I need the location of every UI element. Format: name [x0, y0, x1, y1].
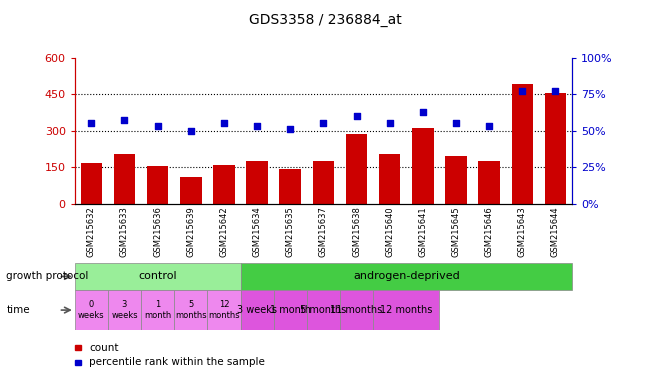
Point	[218, 120, 229, 126]
Bar	[207, 290, 240, 330]
Bar	[512, 84, 533, 204]
Bar	[174, 290, 207, 330]
Text: 12
months: 12 months	[208, 300, 240, 320]
Point	[550, 88, 560, 94]
Bar	[280, 169, 301, 204]
Bar	[313, 161, 334, 204]
Point	[484, 123, 494, 129]
Bar	[545, 93, 566, 204]
Point	[318, 120, 328, 126]
Point	[417, 109, 428, 115]
Bar	[75, 263, 240, 290]
Text: 3 weeks: 3 weeks	[237, 305, 277, 315]
Bar	[180, 177, 202, 204]
Bar	[412, 128, 434, 204]
Bar	[307, 290, 340, 330]
Point	[252, 123, 262, 129]
Bar	[445, 156, 467, 204]
Text: GDS3358 / 236884_at: GDS3358 / 236884_at	[248, 13, 402, 27]
Point	[351, 113, 361, 119]
Bar	[240, 263, 572, 290]
Bar	[373, 290, 439, 330]
Text: time: time	[6, 305, 30, 315]
Bar	[141, 290, 174, 330]
Point	[450, 120, 461, 126]
Bar	[75, 290, 108, 330]
Text: 5
months: 5 months	[175, 300, 207, 320]
Point	[152, 123, 162, 129]
Text: 12 months: 12 months	[380, 305, 432, 315]
Bar	[274, 290, 307, 330]
Text: growth protocol: growth protocol	[6, 271, 89, 281]
Bar	[246, 161, 268, 204]
Text: 5 months: 5 months	[300, 305, 346, 315]
Text: 0
weeks: 0 weeks	[78, 300, 105, 320]
Text: control: control	[138, 271, 177, 281]
Text: androgen-deprived: androgen-deprived	[353, 271, 460, 281]
Text: count: count	[89, 343, 118, 353]
Bar	[346, 134, 367, 204]
Text: 11 months: 11 months	[330, 305, 383, 315]
Bar	[379, 154, 400, 204]
Point	[120, 117, 130, 123]
Bar	[147, 166, 168, 204]
Text: percentile rank within the sample: percentile rank within the sample	[89, 357, 265, 367]
Point	[86, 120, 97, 126]
Bar	[340, 290, 373, 330]
Bar	[114, 154, 135, 204]
Bar	[478, 161, 500, 204]
Text: 1 month: 1 month	[270, 305, 311, 315]
Point	[517, 88, 528, 94]
Bar	[240, 290, 274, 330]
Point	[285, 126, 295, 132]
Bar	[213, 165, 235, 204]
Bar	[81, 164, 102, 204]
Text: 3
weeks: 3 weeks	[111, 300, 138, 320]
Point	[186, 127, 196, 134]
Bar	[108, 290, 141, 330]
Text: 1
month: 1 month	[144, 300, 171, 320]
Point	[384, 120, 395, 126]
